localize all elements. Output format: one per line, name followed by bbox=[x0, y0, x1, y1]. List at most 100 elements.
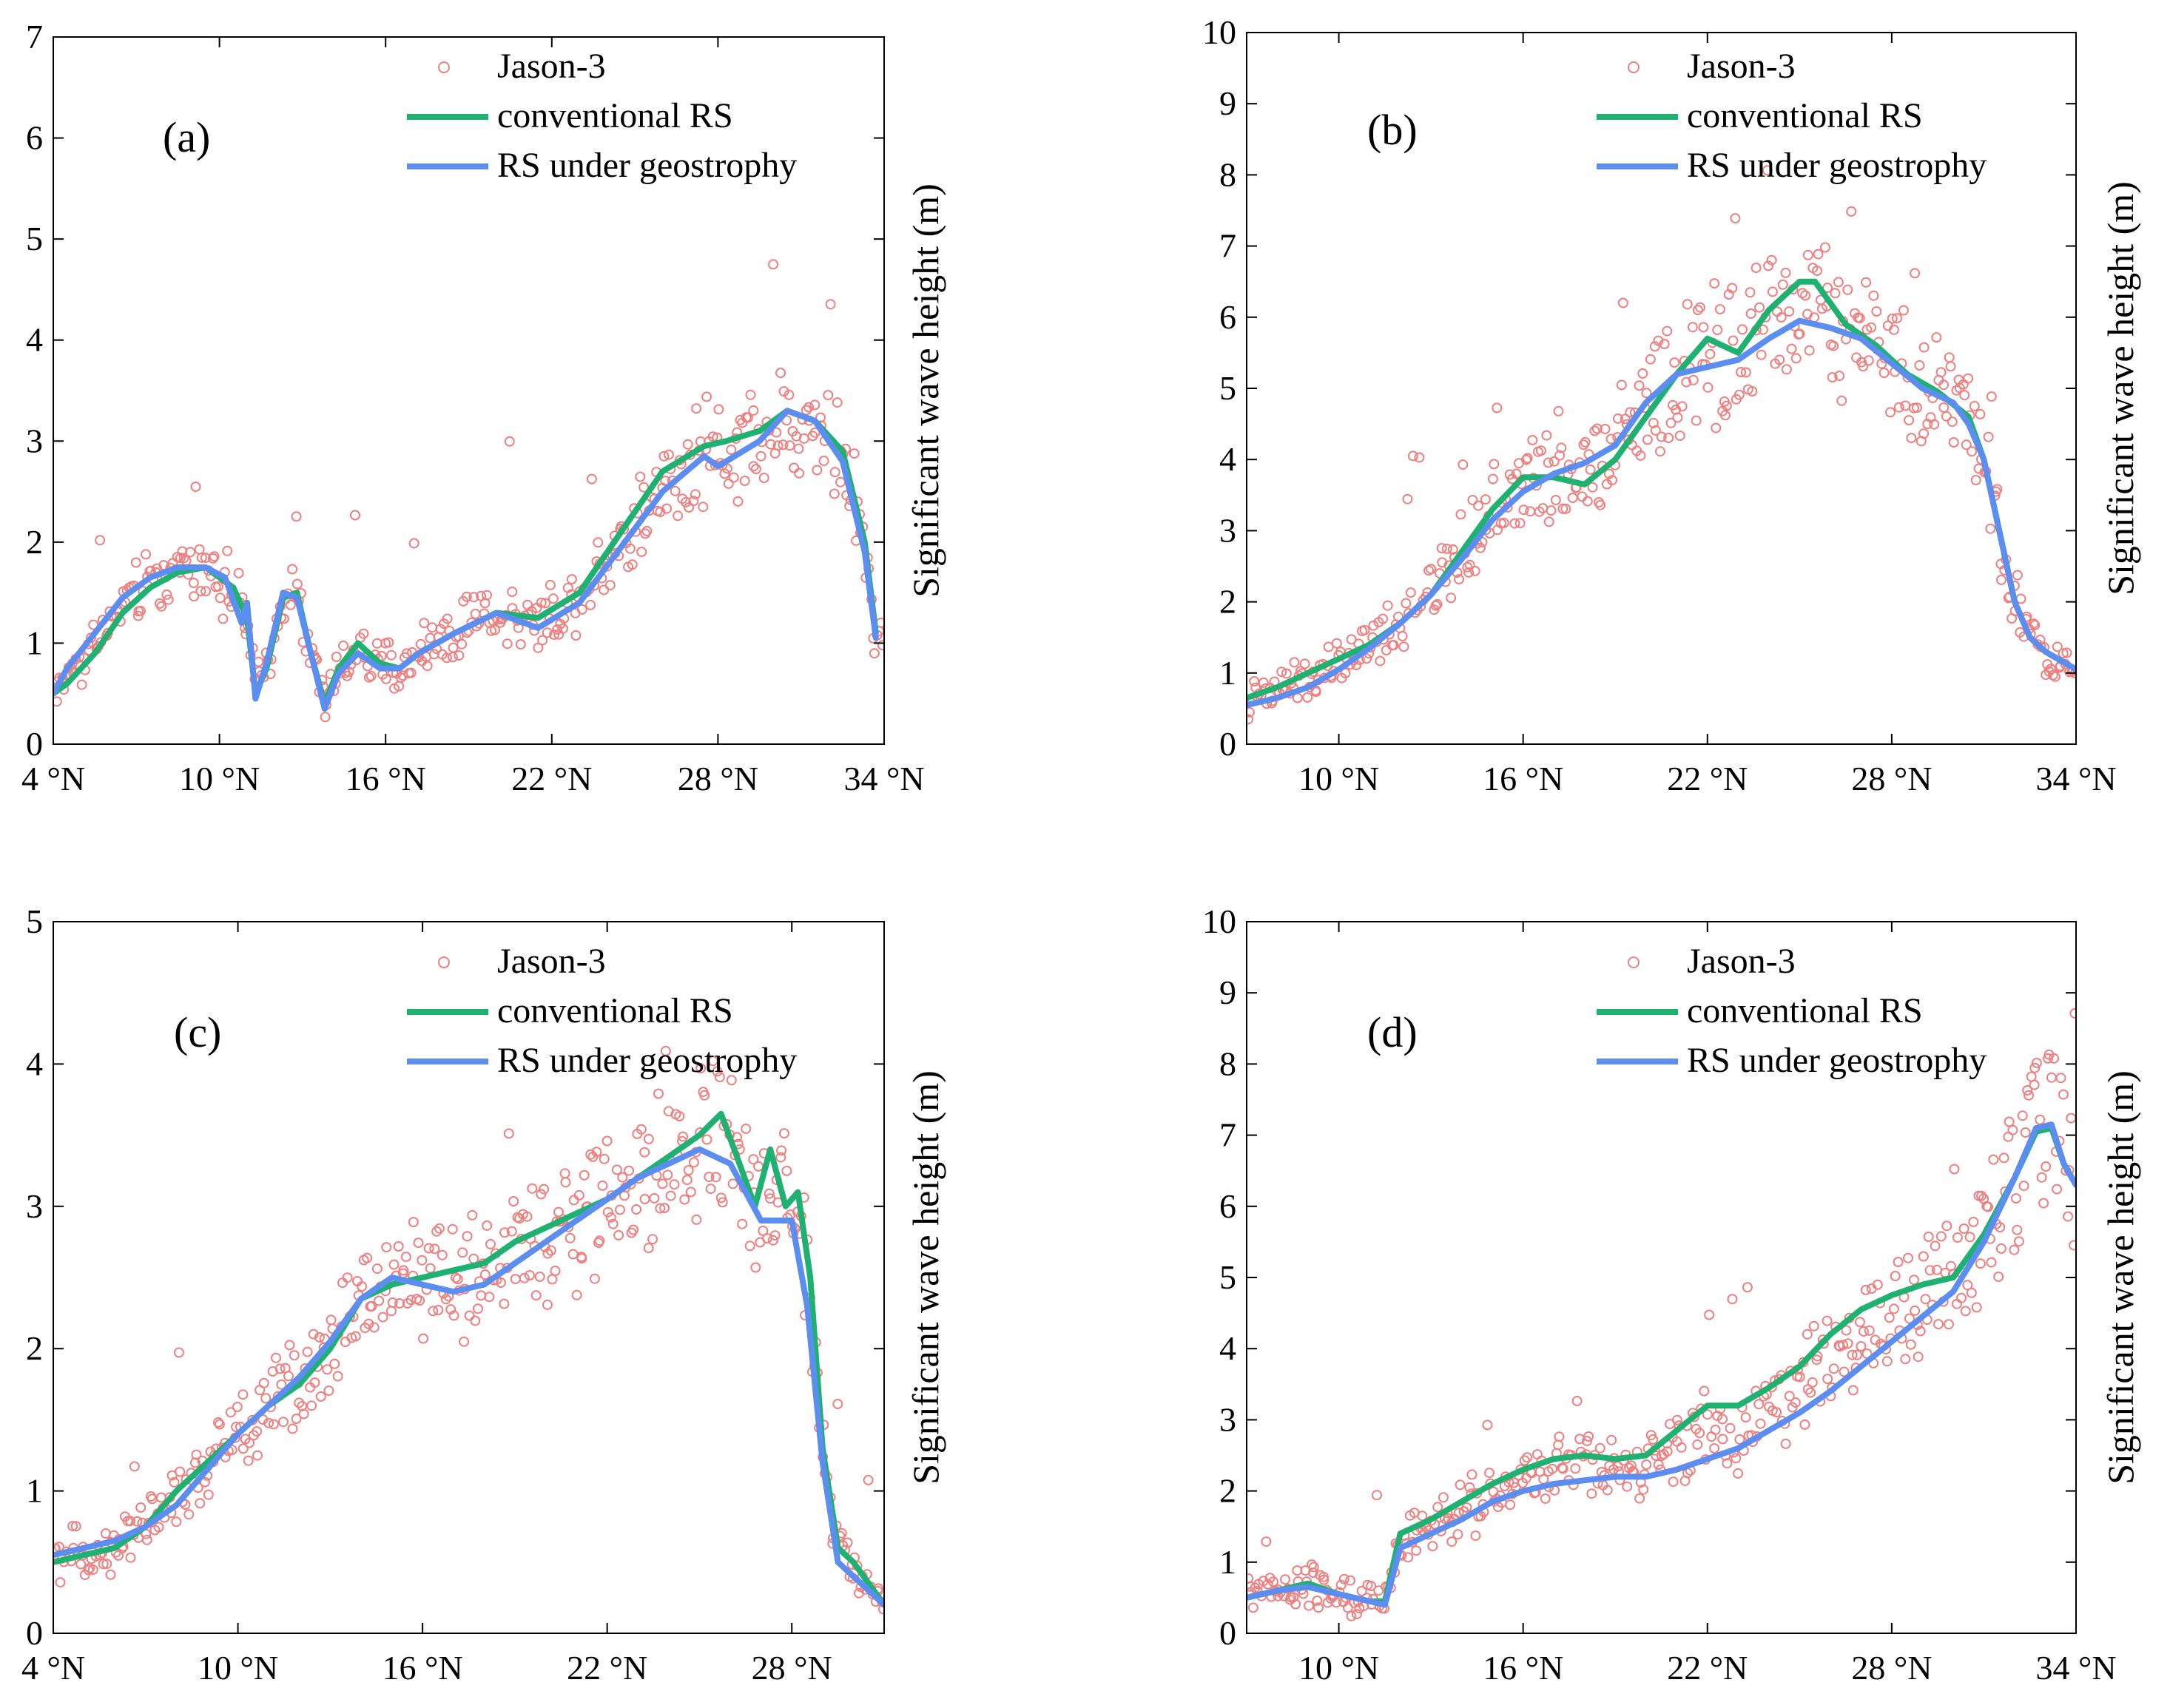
x-tick-label: 22 °N bbox=[567, 1649, 647, 1687]
jason3-point bbox=[1475, 542, 1486, 553]
jason3-point bbox=[185, 547, 196, 558]
jason3-point bbox=[1312, 1596, 1323, 1606]
jason3-point bbox=[55, 1577, 66, 1588]
jason3-point bbox=[2024, 1090, 2034, 1101]
jason3-point bbox=[524, 1270, 535, 1280]
jason3-point bbox=[1935, 1231, 1947, 1242]
jason3-point bbox=[1308, 1567, 1318, 1579]
jason3-point bbox=[1986, 391, 1997, 402]
jason3-point bbox=[1915, 1326, 1926, 1337]
jason3-point bbox=[2022, 1085, 2033, 1096]
jason3-point bbox=[823, 390, 834, 401]
jason3-point bbox=[2069, 1007, 2076, 1019]
jason3-point bbox=[742, 412, 753, 423]
jason3-point bbox=[726, 445, 737, 455]
jason3-point bbox=[1553, 1439, 1564, 1451]
jason3-point bbox=[552, 624, 563, 635]
jason3-point bbox=[1521, 454, 1532, 465]
jason3-point bbox=[662, 1169, 673, 1181]
jason3-point bbox=[1808, 1320, 1819, 1331]
jason3-point bbox=[1600, 424, 1611, 434]
jason3-point bbox=[809, 399, 821, 411]
jason3-point bbox=[284, 1340, 295, 1351]
jason3-point bbox=[1751, 263, 1762, 274]
jason3-point bbox=[537, 635, 548, 646]
jason3-point bbox=[1464, 559, 1475, 570]
jason3-point bbox=[135, 605, 146, 616]
jason3-point bbox=[631, 1204, 642, 1215]
jason3-point bbox=[536, 1189, 547, 1200]
jason3-point bbox=[309, 1377, 320, 1388]
jason3-point bbox=[252, 1450, 263, 1461]
jason3-point bbox=[2069, 1240, 2076, 1251]
jason3-point bbox=[1613, 413, 1623, 424]
jason3-point bbox=[125, 1552, 136, 1563]
jason3-point bbox=[1699, 1385, 1710, 1397]
jason3-point bbox=[1247, 706, 1255, 718]
jason3-point bbox=[1641, 388, 1652, 399]
jason3-point bbox=[1866, 322, 1877, 333]
x-tick-label: 22 °N bbox=[511, 760, 592, 797]
x-tick-label: 28 °N bbox=[1851, 760, 1932, 797]
jason3-point bbox=[778, 386, 789, 397]
jason3-point bbox=[1288, 1592, 1299, 1603]
panel-label: (c) bbox=[174, 1008, 221, 1056]
axes-box bbox=[53, 921, 885, 1634]
jason3-point bbox=[408, 538, 419, 549]
jason3-point bbox=[677, 493, 688, 504]
jason3-point bbox=[1727, 1294, 1738, 1305]
jason3-point bbox=[401, 648, 412, 659]
jason3-point bbox=[789, 462, 800, 473]
jason3-point bbox=[602, 1206, 613, 1218]
jason3-point bbox=[1634, 380, 1645, 391]
jason3-point bbox=[1929, 419, 1940, 430]
jason3-point bbox=[408, 1217, 419, 1228]
jason3-point bbox=[456, 638, 468, 649]
jason3-point bbox=[1924, 1265, 1935, 1276]
jason3-point bbox=[571, 1289, 582, 1300]
jason3-point bbox=[1492, 402, 1503, 414]
jason3-point bbox=[2049, 1053, 2059, 1064]
jason3-point bbox=[1487, 473, 1498, 485]
jason3-point bbox=[189, 591, 200, 602]
jason3-point bbox=[1359, 624, 1370, 635]
jason3-point bbox=[75, 1559, 87, 1570]
jason3-point bbox=[291, 1414, 302, 1424]
jason3-point bbox=[467, 1209, 478, 1221]
jason3-point bbox=[418, 1333, 429, 1344]
jason3-point bbox=[1534, 506, 1545, 517]
jason3-point bbox=[433, 1305, 444, 1315]
jason3-point bbox=[1691, 415, 1702, 426]
jason3-point bbox=[1557, 503, 1568, 514]
jason3-point bbox=[1645, 354, 1656, 365]
panel-label: (a) bbox=[163, 113, 210, 161]
jason3-point bbox=[707, 431, 718, 442]
jason3-point bbox=[1948, 437, 1959, 448]
jason3-point bbox=[1858, 361, 1869, 372]
jason3-point bbox=[688, 1157, 699, 1168]
jason3-point bbox=[775, 1152, 786, 1163]
jason3-point bbox=[464, 1310, 475, 1321]
jason3-point bbox=[515, 639, 526, 650]
jason3-point bbox=[171, 1516, 182, 1528]
jason3-point bbox=[1655, 446, 1665, 457]
jason3-point bbox=[1790, 1397, 1801, 1408]
jason3-point bbox=[429, 1243, 440, 1255]
jason3-point bbox=[1747, 386, 1758, 396]
jason3-point bbox=[427, 622, 438, 633]
jason3-point bbox=[721, 463, 732, 474]
jason3-point bbox=[371, 638, 383, 649]
jason3-point bbox=[371, 1263, 383, 1275]
jason3-point bbox=[1484, 1468, 1495, 1479]
jason3-point bbox=[649, 1192, 660, 1204]
jason3-point bbox=[604, 580, 616, 591]
jason3-point bbox=[1543, 457, 1554, 468]
jason3-point bbox=[1719, 410, 1731, 421]
jason3-point bbox=[1988, 1154, 1999, 1165]
legend: Jason-3 conventional RS RS under geostroph… bbox=[407, 942, 797, 1080]
jason3-point bbox=[714, 1072, 725, 1083]
jason3-point bbox=[425, 1263, 436, 1274]
x-tick-label: 10 °N bbox=[1298, 1649, 1379, 1687]
jason3-point bbox=[1617, 297, 1628, 308]
x-tick-label: 4 °N bbox=[21, 760, 85, 797]
